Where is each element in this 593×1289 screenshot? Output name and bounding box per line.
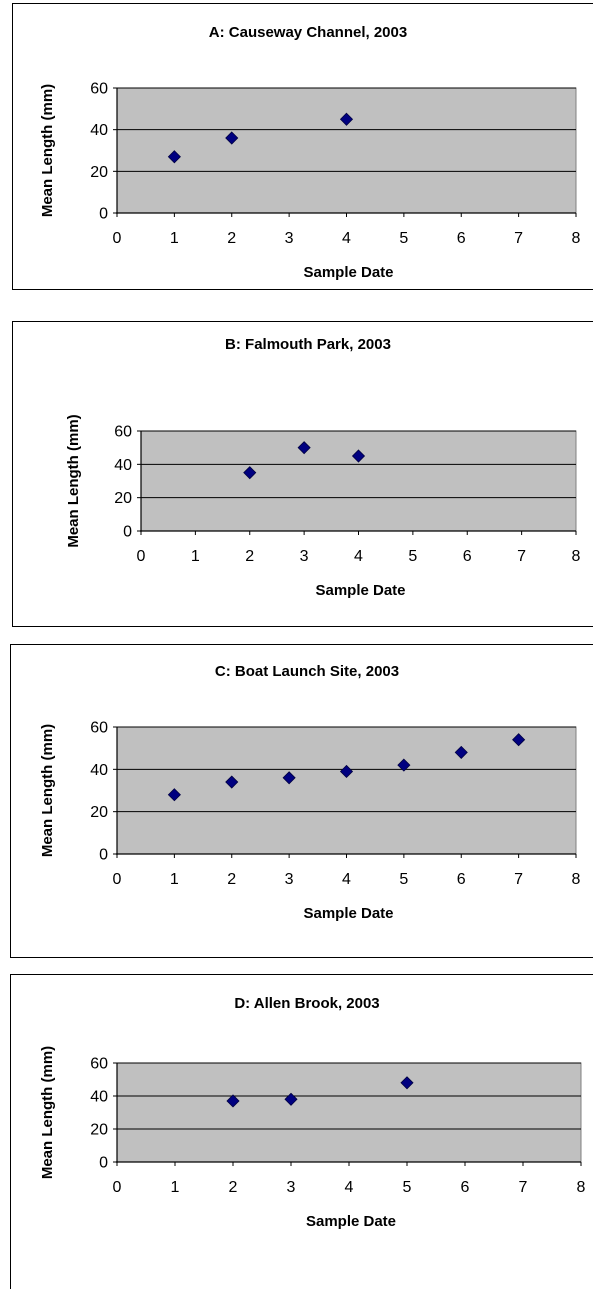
chart-c-y-tick-label: 40 <box>90 762 108 779</box>
chart-d-x-tick-label: 8 <box>577 1179 586 1196</box>
chart-c-y-tick-label: 20 <box>90 804 108 821</box>
chart-a-point-2 <box>225 131 239 145</box>
chart-b-y-tick-label: 0 <box>123 524 132 541</box>
chart-a-x-tick-label: 2 <box>227 230 236 247</box>
chart-a-y-tick-label: 0 <box>99 206 108 223</box>
chart-c-x-tick-label: 6 <box>457 871 466 888</box>
chart-c-x-tick-label: 0 <box>113 871 122 888</box>
chart-b-title: B: Falmouth Park, 2003 <box>225 336 391 353</box>
chart-c-x-tick-label: 2 <box>227 871 236 888</box>
chart-d-x-tick-label: 0 <box>113 1179 122 1196</box>
chart-c-y-tick-label: 60 <box>90 720 108 737</box>
chart-a-y-tick-label: 40 <box>90 122 108 139</box>
chart-a-point-1 <box>167 150 181 164</box>
chart-a-x-tick-label: 6 <box>457 230 466 247</box>
chart-c-plot-area <box>116 726 577 855</box>
chart-b-x-tick-label: 1 <box>191 548 200 565</box>
chart-c-y-tick-label: 0 <box>99 847 108 864</box>
chart-a-plot-area <box>116 87 577 214</box>
chart-b-x-tick-label: 7 <box>517 548 526 565</box>
chart-d-x-label: Sample Date <box>306 1213 396 1230</box>
chart-d-point-2 <box>284 1092 298 1106</box>
chart-a-x-tick-label: 3 <box>285 230 294 247</box>
chart-c-x-tick-label: 8 <box>572 871 581 888</box>
chart-c-x-tick-label: 7 <box>514 871 523 888</box>
chart-a-x-tick-label: 5 <box>399 230 408 247</box>
chart-a-x-label: Sample Date <box>303 264 393 281</box>
chart-b-y-tick-label: 40 <box>114 457 132 474</box>
chart-d: 0 20 40 60 0 1 2 3 4 5 6 7 8 D: Allen Brook, 2003 Samp… <box>10 974 593 1289</box>
chart-d-x-tick-label: 4 <box>345 1179 354 1196</box>
chart-a-point-3 <box>339 112 354 126</box>
chart-d-x-tick-label: 5 <box>403 1179 412 1196</box>
chart-d-x-tick-label: 3 <box>287 1179 296 1196</box>
chart-b-y-label: Mean Length (mm) <box>65 414 82 547</box>
chart-c-x-tick-label: 3 <box>285 871 294 888</box>
chart-d-x-tick-label: 1 <box>171 1179 180 1196</box>
chart-c-point-4 <box>339 764 354 779</box>
chart-c-x-tick-label: 1 <box>170 871 179 888</box>
chart-a-title: A: Causeway Channel, 2003 <box>209 24 407 41</box>
chart-c-x-tick-label: 4 <box>342 871 351 888</box>
chart-a-y-tick-label: 60 <box>90 81 108 98</box>
chart-b-x-tick-label: 2 <box>245 548 254 565</box>
chart-a-x-tick-label: 0 <box>113 230 122 247</box>
chart-c-x-tick-label: 5 <box>399 871 408 888</box>
chart-c-point-2 <box>225 775 239 789</box>
chart-c-point-1 <box>167 788 181 802</box>
chart-b-x-tick-label: 3 <box>300 548 309 565</box>
chart-b-x-label: Sample Date <box>315 582 405 599</box>
chart-b-point-1 <box>243 466 257 480</box>
chart-c-x-label: Sample Date <box>303 905 393 922</box>
chart-b-x-tick-label: 0 <box>137 548 146 565</box>
chart-b-plot-area <box>140 430 577 532</box>
chart-a-x-tick-label: 4 <box>342 230 351 247</box>
chart-a-x-tick-label: 1 <box>170 230 179 247</box>
chart-d-point-3 <box>400 1076 414 1090</box>
chart-c: 0 20 40 60 0 1 2 3 4 5 6 7 8 C: Boat Launch Site, 200… <box>10 644 593 958</box>
chart-c-point-6 <box>454 745 468 759</box>
chart-d-x-tick-label: 2 <box>229 1179 238 1196</box>
chart-c-y-label: Mean Length (mm) <box>39 724 56 857</box>
chart-b-point-2 <box>297 441 311 455</box>
chart-d-x-tick-label: 7 <box>519 1179 528 1196</box>
chart-b-x-tick-label: 6 <box>463 548 472 565</box>
chart-a-x-tick-label: 7 <box>514 230 523 247</box>
chart-c-point-5 <box>397 758 411 772</box>
chart-b-x-tick-label: 5 <box>408 548 417 565</box>
chart-d-point-1 <box>226 1094 240 1108</box>
chart-c-point-7 <box>512 733 526 747</box>
chart-d-y-label: Mean Length (mm) <box>39 1046 56 1179</box>
chart-d-y-tick-label: 0 <box>99 1155 108 1172</box>
chart-b-y-tick-label: 60 <box>114 424 132 441</box>
chart-b: 0 20 40 60 0 1 2 3 4 5 6 7 8 B: Falmouth Park, 2003 Sa… <box>12 321 593 627</box>
chart-b-y-tick-label: 20 <box>114 490 132 507</box>
chart-c-point-3 <box>282 771 296 785</box>
chart-d-title: D: Allen Brook, 2003 <box>234 995 379 1012</box>
chart-d-y-tick-label: 60 <box>90 1056 108 1073</box>
chart-d-y-tick-label: 40 <box>90 1089 108 1106</box>
chart-d-x-tick-label: 6 <box>461 1179 470 1196</box>
chart-b-x-tick-label: 4 <box>354 548 363 565</box>
chart-b-x-tick-label: 8 <box>572 548 581 565</box>
chart-a-y-tick-label: 20 <box>90 164 108 181</box>
chart-a-x-tick-label: 8 <box>572 230 581 247</box>
chart-d-y-tick-label: 20 <box>90 1122 108 1139</box>
chart-c-title: C: Boat Launch Site, 2003 <box>215 663 399 680</box>
chart-a-y-label: Mean Length (mm) <box>39 84 56 217</box>
chart-d-plot-area <box>116 1062 582 1163</box>
chart-a: 0 20 40 60 0 1 2 3 4 5 6 7 8 A: Causeway Channel, 200… <box>12 3 593 290</box>
chart-b-point-3 <box>351 449 366 463</box>
